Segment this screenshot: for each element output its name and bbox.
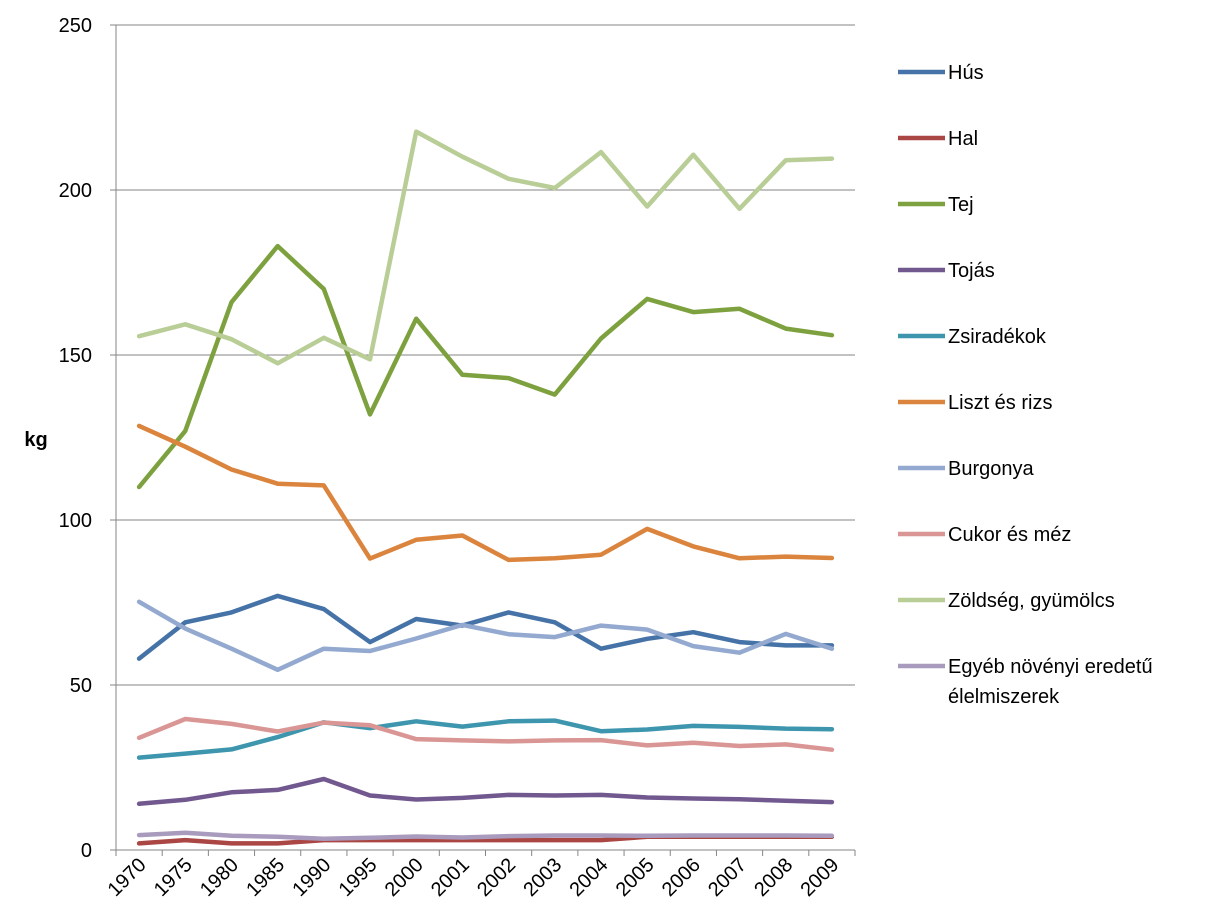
series-line-8 [136,716,835,752]
x-tick-label-1995: 1995 [335,854,382,901]
x-tick-label-2008: 2008 [750,854,797,901]
y-axis-title: kg [24,429,47,451]
x-tick-label-1985: 1985 [242,854,289,901]
x-tick-label-1975: 1975 [150,854,197,901]
legend-item-6: Liszt és rizs [898,392,1052,414]
legend-label: Egyéb növényi eredetű [948,656,1153,678]
legend-item-1: Hús [898,62,984,84]
x-tick-label-2004: 2004 [565,854,612,901]
y-tick-label-100: 100 [59,510,92,532]
y-tick-label-250: 250 [59,15,92,37]
legend-label: Liszt és rizs [948,392,1052,414]
x-tick-label-2006: 2006 [658,854,705,901]
x-tick-label-1980: 1980 [196,854,243,901]
legend-item-8: Cukor és méz [898,524,1071,546]
legend-label: Cukor és méz [948,524,1071,546]
legend-item-10: Egyéb növényi eredetű élelmiszerek [898,656,1153,708]
series-lines [136,129,835,846]
y-tick-label-50: 50 [70,675,92,697]
axes [110,24,856,856]
x-axis-tick-labels: 1970 1975 1980 1985 1990 1995 2000 2001 2002 2003… [104,854,844,901]
legend: Hús Hal Tej Tojás Zsiradékok Liszt és rizs Bur… [898,62,1153,708]
y-axis-tick-labels: 0 50 100 150 200 250 [59,15,92,862]
x-tick-label-2000: 2000 [381,854,428,901]
legend-label: élelmiszerek [948,686,1060,708]
series-line-3 [136,243,835,490]
series-line-7 [136,599,835,673]
series-line-5 [136,718,835,760]
legend-item-9: Zöldség, gyümölcs [898,590,1115,612]
legend-label: Zsiradékok [948,326,1047,348]
legend-label: Tojás [948,260,995,282]
legend-item-2: Hal [898,128,978,150]
gridlines [116,24,855,686]
x-tick-label-2002: 2002 [473,854,520,901]
legend-item-7: Burgonya [898,458,1034,480]
y-tick-label-0: 0 [81,840,92,862]
series-line-9 [136,129,835,366]
legend-item-3: Tej [898,194,974,216]
legend-label: Tej [948,194,974,216]
legend-item-5: Zsiradékok [898,326,1047,348]
x-tick-label-2001: 2001 [427,854,474,901]
series-line-4 [136,776,835,807]
legend-item-4: Tojás [898,260,995,282]
x-tick-label-1970: 1970 [104,854,151,901]
x-tick-label-2005: 2005 [612,854,659,901]
series-line-1 [136,593,835,661]
series-line-6 [136,423,835,563]
legend-label: Zöldség, gyümölcs [948,590,1115,612]
legend-label: Hús [948,62,984,84]
y-tick-label-200: 200 [59,180,92,202]
x-tick-label-2009: 2009 [796,854,843,901]
x-tick-label-1990: 1990 [288,854,335,901]
legend-label: Hal [948,128,978,150]
legend-label: Burgonya [948,458,1034,480]
x-tick-label-2003: 2003 [519,854,566,901]
series-line-10 [136,830,835,842]
y-tick-label-150: 150 [59,345,92,367]
x-tick-label-2007: 2007 [704,854,751,901]
